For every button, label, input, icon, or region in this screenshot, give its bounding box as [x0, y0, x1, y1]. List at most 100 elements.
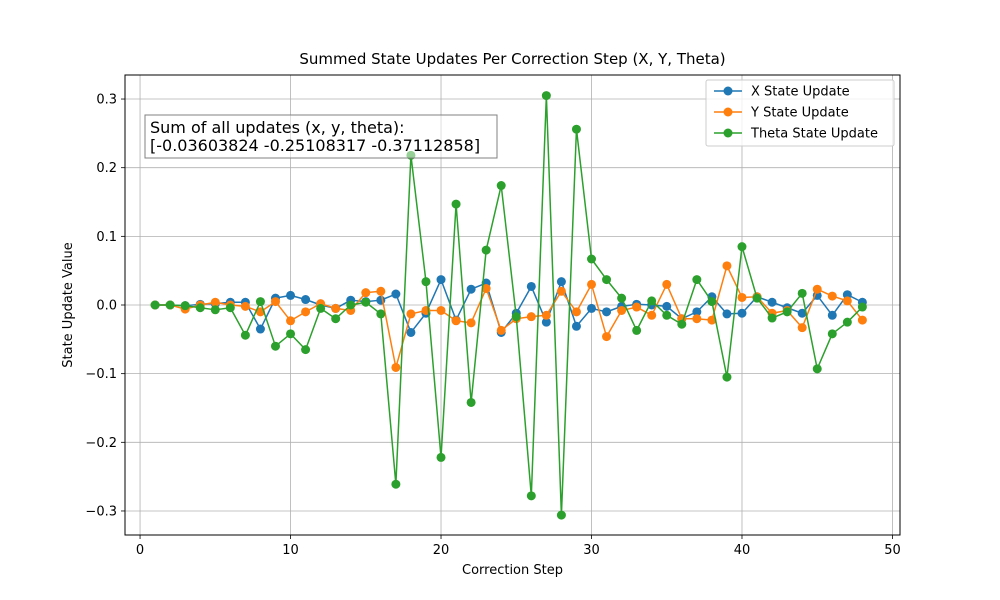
data-point: [587, 279, 597, 289]
data-point: [331, 314, 341, 324]
data-point: [210, 305, 220, 315]
data-point: [842, 290, 852, 300]
legend-box: [705, 79, 895, 147]
data-point: [376, 286, 386, 296]
data-point: [301, 307, 311, 317]
data-point: [195, 303, 205, 313]
y-tick-label: −0.1: [85, 367, 117, 382]
legend-label: Theta State Update: [750, 127, 878, 142]
data-point: [346, 300, 356, 310]
data-point: [827, 329, 837, 339]
data-point: [571, 124, 581, 134]
x-tick-label: 30: [583, 543, 600, 558]
data-point: [286, 316, 296, 326]
data-point: [722, 309, 732, 319]
data-point: [526, 491, 536, 501]
data-point: [556, 286, 566, 296]
annotation-line-2: [-0.03603824 -0.25108317 -0.37112858]: [150, 136, 480, 155]
data-point: [436, 275, 446, 285]
data-point: [827, 310, 837, 320]
data-point: [767, 313, 777, 323]
data-point: [812, 364, 822, 374]
x-tick-label: 50: [884, 543, 901, 558]
data-point: [301, 345, 311, 355]
legend-marker: [723, 86, 733, 96]
data-point: [707, 315, 717, 325]
data-point: [632, 325, 642, 335]
data-point: [466, 284, 476, 294]
data-point: [662, 301, 672, 311]
data-point: [526, 312, 536, 322]
data-point: [406, 327, 416, 337]
data-point: [316, 303, 326, 313]
data-point: [391, 362, 401, 372]
sum-annotation: Sum of all updates (x, y, theta): [-0.03…: [144, 114, 498, 159]
data-point: [255, 297, 265, 307]
data-point: [617, 293, 627, 303]
data-point: [511, 312, 521, 322]
data-point: [180, 301, 190, 311]
data-point: [556, 277, 566, 287]
data-point: [647, 310, 657, 320]
data-point: [466, 397, 476, 407]
series-2: [150, 261, 867, 372]
data-point: [632, 302, 642, 312]
data-point: [556, 510, 566, 520]
data-point: [301, 295, 311, 305]
data-point: [602, 275, 612, 285]
data-point: [286, 329, 296, 339]
data-point: [150, 300, 160, 310]
data-point: [722, 372, 732, 382]
data-point: [857, 302, 867, 312]
data-point: [436, 452, 446, 462]
y-axis-label: State Update Value: [61, 242, 76, 367]
data-point: [767, 297, 777, 307]
data-point: [481, 284, 491, 294]
legend: X State Update Y State Update Theta State …: [705, 79, 895, 147]
data-point: [692, 275, 702, 285]
series-layer: [150, 91, 867, 520]
data-point: [842, 296, 852, 306]
data-point: [707, 297, 717, 307]
series-line: [155, 94, 863, 516]
x-tick-label: 10: [282, 543, 299, 558]
legend-item: X State Update: [714, 85, 850, 100]
data-point: [587, 303, 597, 313]
data-point: [602, 332, 612, 342]
ticks: 0 10 20 30 40 50 −0.3 −0.2 −0.1 0.0 0.1 0.2 0.3: [85, 93, 900, 558]
data-point: [827, 291, 837, 301]
data-point: [571, 307, 581, 317]
chart-title: Summed State Updates Per Correction Step…: [299, 50, 725, 68]
data-point: [481, 245, 491, 255]
data-point: [451, 199, 461, 209]
annotation-box: [144, 114, 498, 159]
data-point: [647, 296, 657, 306]
data-point: [436, 305, 446, 315]
data-point: [496, 325, 506, 335]
data-point: [270, 341, 280, 351]
data-point: [496, 181, 506, 191]
data-point: [812, 284, 822, 294]
data-point: [797, 323, 807, 333]
data-point: [526, 281, 536, 291]
data-point: [376, 309, 386, 319]
data-point: [797, 288, 807, 298]
data-point: [225, 303, 235, 313]
data-point: [406, 309, 416, 319]
data-point: [541, 310, 551, 320]
y-tick-label: 0.2: [96, 161, 117, 176]
data-point: [662, 279, 672, 289]
data-point: [286, 290, 296, 300]
data-point: [722, 261, 732, 271]
data-point: [361, 288, 371, 298]
data-point: [737, 242, 747, 252]
y-tick-label: 0.0: [96, 299, 117, 314]
legend-marker: [723, 128, 733, 138]
legend-item: Theta State Update: [714, 127, 878, 142]
data-point: [617, 305, 627, 315]
data-point: [331, 303, 341, 313]
data-point: [240, 330, 250, 340]
data-point: [541, 91, 551, 101]
data-point: [587, 254, 597, 264]
x-tick-label: 20: [433, 543, 450, 558]
